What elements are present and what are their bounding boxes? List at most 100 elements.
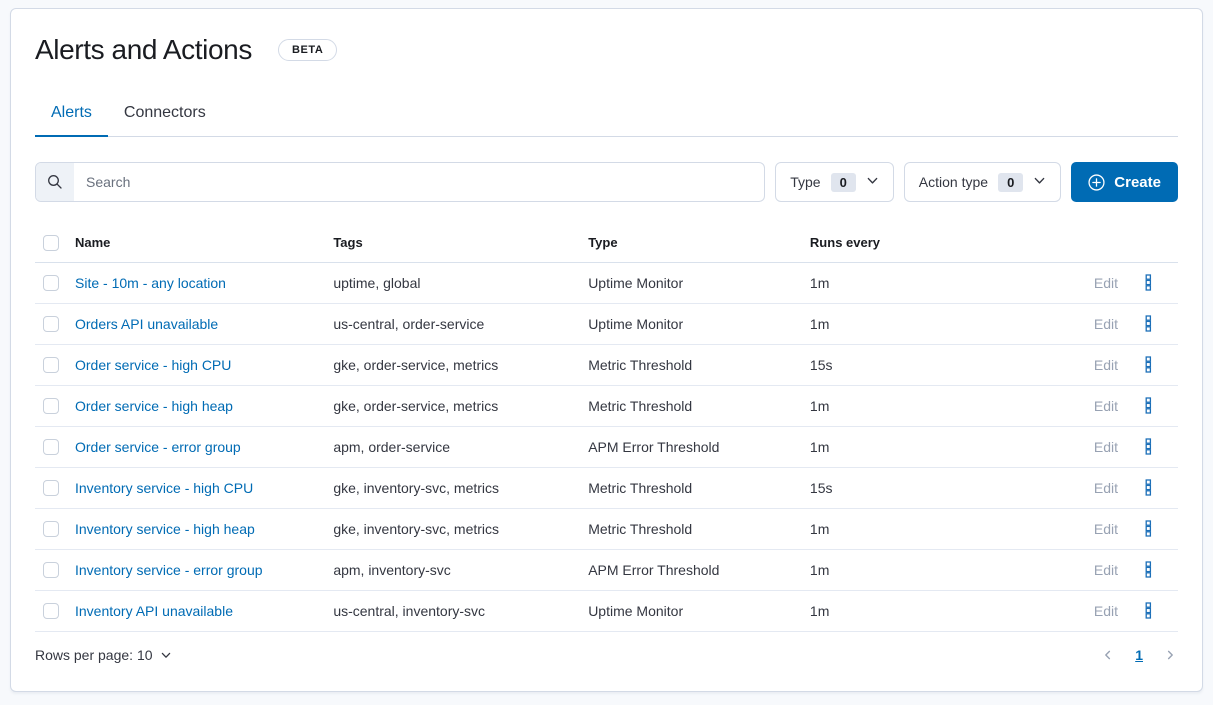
row-checkbox[interactable] [43, 562, 59, 579]
edit-button[interactable]: Edit [1093, 315, 1118, 332]
page-title: Alerts and Actions [35, 34, 252, 65]
alert-name-link[interactable]: Order service - high heap [75, 397, 233, 414]
rows-per-page-selector[interactable]: Rows per page: 10 [35, 647, 172, 663]
row-actions-kebab-icon[interactable] [1145, 561, 1152, 578]
column-header-name: Name [75, 223, 334, 263]
row-actions-kebab-icon[interactable] [1145, 602, 1152, 619]
row-checkbox[interactable] [43, 316, 59, 333]
alert-name-link[interactable]: Order service - high CPU [75, 356, 232, 373]
rows-per-page-label: Rows per page: 10 [35, 646, 153, 663]
alert-name-link[interactable]: Site - 10m - any location [75, 274, 226, 291]
alert-name-link[interactable]: Inventory service - high CPU [75, 479, 254, 496]
row-checkbox[interactable] [43, 603, 59, 620]
chevron-down-icon [866, 174, 879, 190]
alert-tags: uptime, global [333, 262, 589, 304]
search-input[interactable] [74, 163, 765, 201]
alerts-panel: Alerts and Actions BETA Alerts Connector… [10, 8, 1203, 692]
row-actions-kebab-icon[interactable] [1145, 315, 1152, 332]
table-footer: Rows per page: 10 1 [35, 647, 1178, 663]
edit-button[interactable]: Edit [1093, 520, 1118, 537]
next-page-button[interactable] [1162, 647, 1178, 663]
alert-type: Metric Threshold [588, 344, 810, 386]
alert-type: APM Error Threshold [588, 549, 810, 591]
row-actions-kebab-icon[interactable] [1145, 520, 1152, 537]
table-row: Site - 10m - any location uptime, global… [35, 262, 1178, 304]
alert-runs-every: 1m [809, 262, 1060, 304]
row-actions-kebab-icon[interactable] [1145, 274, 1152, 291]
search-bar [35, 162, 766, 202]
edit-button[interactable]: Edit [1093, 274, 1118, 291]
alert-tags: gke, order-service, metrics [333, 344, 589, 386]
alert-name-link[interactable]: Order service - error group [75, 438, 241, 455]
table-row: Order service - high CPU gke, order-serv… [35, 344, 1178, 386]
edit-button[interactable]: Edit [1093, 397, 1118, 414]
alert-tags: apm, order-service [333, 426, 589, 468]
edit-button[interactable]: Edit [1093, 561, 1118, 578]
alert-runs-every: 1m [809, 303, 1060, 345]
type-filter-label: Type [790, 174, 821, 190]
alert-runs-every: 1m [809, 508, 1060, 550]
alert-name-link[interactable]: Inventory service - high heap [75, 520, 255, 537]
row-actions-kebab-icon[interactable] [1145, 397, 1152, 414]
edit-button[interactable]: Edit [1093, 356, 1118, 373]
column-header-type: Type [588, 223, 810, 263]
table-row: Order service - high heap gke, order-ser… [35, 385, 1178, 427]
alert-tags: gke, order-service, metrics [333, 385, 589, 427]
row-checkbox[interactable] [43, 480, 59, 497]
pagination: 1 [1100, 647, 1178, 663]
row-actions-kebab-icon[interactable] [1145, 479, 1152, 496]
tab-alerts[interactable]: Alerts [35, 93, 108, 137]
tab-connectors[interactable]: Connectors [108, 93, 222, 137]
type-filter-button[interactable]: Type 0 [775, 162, 894, 202]
row-checkbox[interactable] [43, 521, 59, 538]
column-header-tags: Tags [333, 223, 589, 263]
chevron-right-icon [1164, 649, 1176, 661]
row-checkbox[interactable] [43, 357, 59, 374]
alert-name-link[interactable]: Inventory service - error group [75, 561, 263, 578]
alert-type: Uptime Monitor [588, 590, 810, 632]
alert-type: Uptime Monitor [588, 262, 810, 304]
type-filter-count-badge: 0 [830, 172, 856, 192]
row-checkbox[interactable] [43, 275, 59, 292]
create-button[interactable]: Create [1071, 162, 1178, 202]
alert-runs-every: 1m [809, 590, 1060, 632]
alert-name-link[interactable]: Orders API unavailable [75, 315, 219, 332]
column-header-runs-every: Runs every [809, 223, 1060, 263]
beta-badge: BETA [277, 39, 338, 61]
alerts-table: Name Tags Type Runs every Site - 10m - a… [35, 223, 1178, 632]
alert-type: Metric Threshold [588, 467, 810, 509]
select-all-checkbox[interactable] [43, 234, 59, 251]
previous-page-button[interactable] [1100, 647, 1116, 663]
plus-in-circle-icon [1088, 173, 1105, 191]
chevron-down-icon [1033, 174, 1046, 190]
chevron-left-icon [1102, 649, 1114, 661]
alert-runs-every: 1m [809, 549, 1060, 591]
table-row: Inventory API unavailable us-central, in… [35, 590, 1178, 632]
action-type-filter-button[interactable]: Action type 0 [903, 162, 1062, 202]
page-number-current[interactable]: 1 [1135, 646, 1143, 663]
alert-type: Metric Threshold [588, 508, 810, 550]
table-row: Inventory service - error group apm, inv… [35, 549, 1178, 591]
alert-name-link[interactable]: Inventory API unavailable [75, 602, 233, 619]
row-actions-kebab-icon[interactable] [1145, 438, 1152, 455]
chevron-down-icon [160, 649, 172, 661]
alert-tags: gke, inventory-svc, metrics [333, 508, 589, 550]
action-type-filter-count-badge: 0 [998, 172, 1024, 192]
row-checkbox[interactable] [43, 398, 59, 415]
table-row: Inventory service - high heap gke, inven… [35, 508, 1178, 550]
alert-tags: gke, inventory-svc, metrics [333, 467, 589, 509]
edit-button[interactable]: Edit [1093, 602, 1118, 619]
tab-bar: Alerts Connectors [35, 93, 1178, 137]
row-checkbox[interactable] [43, 439, 59, 456]
alert-type: APM Error Threshold [588, 426, 810, 468]
action-type-filter-label: Action type [918, 174, 989, 190]
column-header-actions [1060, 223, 1178, 263]
row-actions-kebab-icon[interactable] [1145, 356, 1152, 373]
alert-runs-every: 15s [809, 344, 1060, 386]
alert-runs-every: 1m [809, 426, 1060, 468]
create-button-label: Create [1114, 173, 1161, 191]
alert-runs-every: 15s [809, 467, 1060, 509]
edit-button[interactable]: Edit [1093, 479, 1118, 496]
edit-button[interactable]: Edit [1093, 438, 1118, 455]
alert-type: Uptime Monitor [588, 303, 810, 345]
